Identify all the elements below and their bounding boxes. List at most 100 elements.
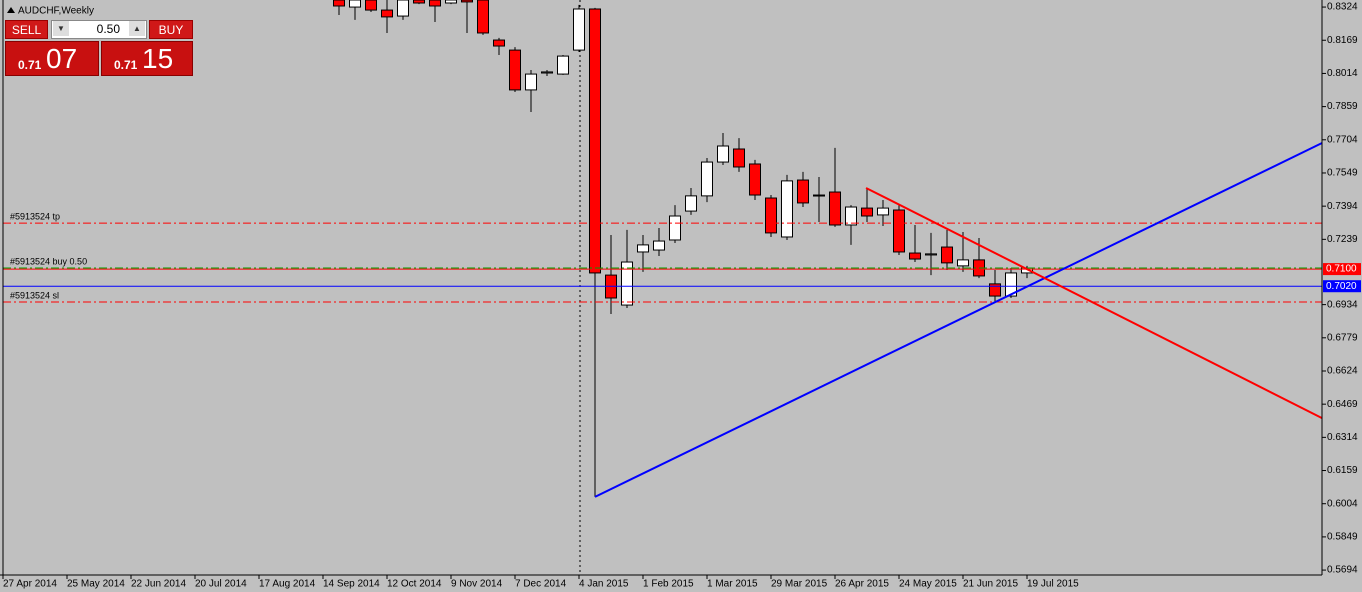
sell-price-big: 07 [46, 43, 78, 74]
candle-body [829, 191, 841, 226]
y-tick-label: 0.8169 [1327, 35, 1358, 46]
candle-body [525, 73, 537, 91]
trendline [865, 187, 1323, 419]
y-tick-label: 0.7859 [1327, 101, 1358, 112]
y-tick-label: 0.7394 [1327, 201, 1358, 212]
x-tick-label: 21 Jun 2015 [963, 579, 1018, 590]
candle-body [621, 261, 633, 306]
sell-button[interactable]: SELL [5, 20, 48, 39]
candle-body [685, 195, 697, 212]
candle-body [701, 161, 713, 197]
candle-body [893, 209, 905, 253]
candle-body [557, 55, 569, 75]
lot-input[interactable]: 0.50 [51, 20, 147, 39]
candle-body [493, 39, 505, 47]
x-tick-label: 26 Apr 2015 [835, 579, 889, 590]
candle-body [989, 283, 1001, 297]
candle-body [813, 194, 825, 197]
candle-body [365, 0, 377, 11]
price-tag-label: 0.7100 [1326, 264, 1357, 275]
candle-body [477, 0, 489, 34]
x-tick-label: 17 Aug 2014 [259, 579, 316, 590]
candle-body [653, 240, 665, 251]
candle-body [349, 0, 361, 8]
candle-body [637, 244, 649, 253]
sell-price-small: 0.71 [18, 58, 42, 72]
candle-body [461, 0, 473, 3]
y-tick-label: 0.5849 [1327, 532, 1358, 543]
candle-body [445, 0, 457, 4]
buy-price-big: 15 [142, 43, 174, 74]
candle-body [877, 207, 889, 216]
trade-panel: SELL 0.50 ▼ ▲ BUY 0.71 07 0.71 15 [5, 20, 193, 76]
candle-body [941, 246, 953, 264]
y-tick-label: 0.6159 [1327, 465, 1358, 476]
order-level-label: #5913524 buy 0.50 [10, 256, 87, 266]
candle-body [765, 197, 777, 234]
y-tick-label: 0.6624 [1327, 366, 1358, 377]
candle-body [749, 163, 761, 196]
candle-body [845, 206, 857, 226]
title-icon [7, 7, 15, 13]
price-tag [1323, 280, 1361, 293]
buy-button[interactable]: BUY [149, 20, 193, 39]
candle-body [797, 179, 809, 204]
candle-body [509, 49, 521, 91]
candle-body [861, 207, 873, 217]
chart-title: AUDCHF,Weekly [18, 6, 94, 17]
x-tick-label: 27 Apr 2014 [3, 579, 57, 590]
x-tick-label: 1 Mar 2015 [707, 579, 758, 590]
y-tick-label: 0.6314 [1327, 432, 1358, 443]
y-tick-label: 0.8324 [1327, 2, 1358, 13]
candle-body [717, 145, 729, 163]
y-tick-label: 0.6004 [1327, 498, 1358, 509]
x-tick-label: 24 May 2015 [899, 579, 957, 590]
y-tick-label: 0.5694 [1327, 565, 1358, 576]
candle-body [413, 0, 425, 4]
buy-price[interactable]: 0.71 15 [101, 41, 193, 76]
x-tick-label: 19 Jul 2015 [1027, 579, 1079, 590]
candle-body [333, 0, 345, 7]
y-tick-label: 0.6934 [1327, 299, 1358, 310]
sell-price[interactable]: 0.71 07 [5, 41, 99, 76]
x-tick-label: 22 Jun 2014 [131, 579, 186, 590]
lot-down[interactable]: ▼ [53, 21, 69, 36]
trendline [594, 142, 1323, 498]
lot-up[interactable]: ▲ [129, 21, 145, 36]
candle-body [781, 180, 793, 238]
candle-body [909, 252, 921, 260]
x-tick-label: 12 Oct 2014 [387, 579, 442, 590]
x-tick-label: 20 Jul 2014 [195, 579, 247, 590]
x-tick-label: 1 Feb 2015 [643, 579, 694, 590]
candle-body [397, 0, 409, 17]
candle-body [1005, 272, 1017, 297]
candle-body [589, 8, 601, 274]
candle-body [381, 9, 393, 18]
price-tag [1323, 263, 1361, 276]
y-tick-label: 0.7704 [1327, 134, 1358, 145]
x-tick-label: 25 May 2014 [67, 579, 125, 590]
x-tick-label: 29 Mar 2015 [771, 579, 828, 590]
candle-body [429, 0, 441, 7]
price-tag-label: 0.7020 [1326, 281, 1357, 292]
y-tick-label: 0.8014 [1327, 68, 1358, 79]
x-tick-label: 14 Sep 2014 [323, 579, 380, 590]
order-level-label: #5913524 sl [10, 290, 59, 300]
x-tick-label: 9 Nov 2014 [451, 579, 503, 590]
candle-body [733, 148, 745, 168]
x-tick-label: 4 Jan 2015 [579, 579, 629, 590]
candle-body [573, 8, 585, 51]
buy-price-small: 0.71 [114, 58, 138, 72]
y-tick-label: 0.7549 [1327, 168, 1358, 179]
y-tick-label: 0.7239 [1327, 234, 1358, 245]
candle-body [925, 253, 937, 256]
candle-body [957, 259, 969, 267]
candle-body [669, 215, 681, 241]
y-tick-label: 0.6779 [1327, 332, 1358, 343]
y-tick-label: 0.6469 [1327, 399, 1358, 410]
candle-body [541, 71, 553, 74]
order-level-label: #5913524 tp [10, 211, 60, 221]
